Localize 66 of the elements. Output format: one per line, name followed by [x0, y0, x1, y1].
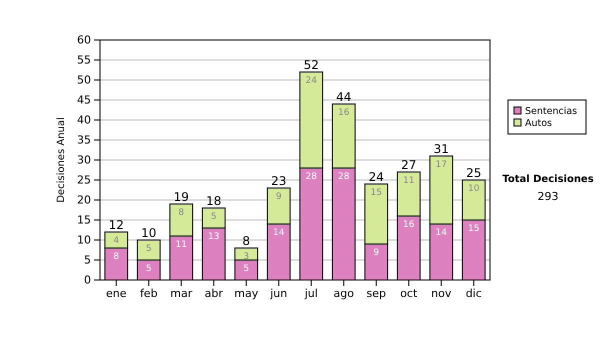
y-tick-label: 15 [77, 214, 91, 227]
x-tick-label: jul [304, 286, 318, 300]
text: 293 [538, 190, 558, 203]
y-tick-label: 30 [77, 154, 91, 167]
data-label: 11 [176, 240, 187, 250]
total-label: 52 [304, 58, 319, 72]
y-tick-label: 10 [77, 234, 91, 247]
x-tick-label: nov [431, 286, 452, 300]
legend-label: Autos [525, 118, 552, 129]
y-tick-label: 0 [84, 274, 91, 287]
total-label: 25 [466, 166, 482, 180]
total-label: 10 [141, 226, 156, 240]
data-label: 10 [468, 184, 480, 194]
data-label: 11 [403, 176, 414, 186]
legend-label: Sentencias [525, 106, 578, 117]
y-tick-label: 60 [77, 34, 91, 47]
x-tick-label: ene [106, 286, 127, 300]
total-label: 27 [401, 158, 416, 172]
data-label: 9 [276, 192, 282, 202]
x-tick-label: sep [366, 286, 386, 300]
x-tick-label: dic [466, 286, 482, 300]
x-tick-label: mar [170, 286, 193, 300]
data-label: 14 [273, 228, 285, 238]
data-label: 5 [146, 264, 152, 274]
x-tick-label: jun [269, 286, 288, 300]
data-label: 14 [436, 228, 448, 238]
y-tick-label: 20 [77, 194, 91, 207]
text: Total Decisiones [502, 174, 594, 185]
x-tick-label: ago [334, 286, 354, 300]
data-label: 16 [338, 108, 350, 118]
data-label: 15 [468, 224, 480, 234]
data-label: 17 [436, 160, 447, 170]
data-label: 9 [373, 248, 380, 258]
x-tick-label: may [234, 286, 259, 300]
data-label: 16 [403, 220, 415, 230]
data-label: 15 [370, 188, 382, 198]
x-tick-label: oct [400, 286, 418, 300]
total-label: 12 [108, 218, 124, 232]
total-label: 8 [242, 234, 250, 248]
data-label: 24 [306, 76, 318, 86]
total-label: 44 [336, 90, 352, 104]
y-tick-label: 5 [84, 254, 91, 267]
data-label: 4 [113, 236, 120, 246]
data-label: 13 [208, 232, 220, 242]
total-label: 23 [271, 174, 286, 188]
data-label: 5 [210, 212, 217, 222]
y-tick-label: 40 [77, 114, 91, 127]
total-label: 31 [434, 142, 449, 156]
y-tick-label: 35 [77, 134, 91, 147]
y-tick-label: 50 [77, 74, 91, 87]
y-axis-title: Decisiones Anual [56, 117, 67, 203]
y-tick-label: 25 [77, 174, 91, 187]
y-tick-label: 45 [77, 94, 91, 107]
data-label: 28 [338, 172, 350, 182]
data-label: 8 [113, 252, 120, 262]
y-tick-label: 55 [77, 54, 91, 67]
data-label: 5 [146, 244, 152, 254]
total-label: 24 [368, 170, 384, 184]
x-tick-label: abr [204, 286, 224, 300]
data-label: 8 [178, 208, 184, 218]
data-label: 5 [243, 264, 250, 274]
total-label: 18 [206, 194, 222, 208]
data-label: 28 [306, 172, 318, 182]
data-label: 3 [243, 252, 250, 262]
x-tick-label: feb [140, 286, 158, 300]
total-label: 19 [174, 190, 189, 204]
